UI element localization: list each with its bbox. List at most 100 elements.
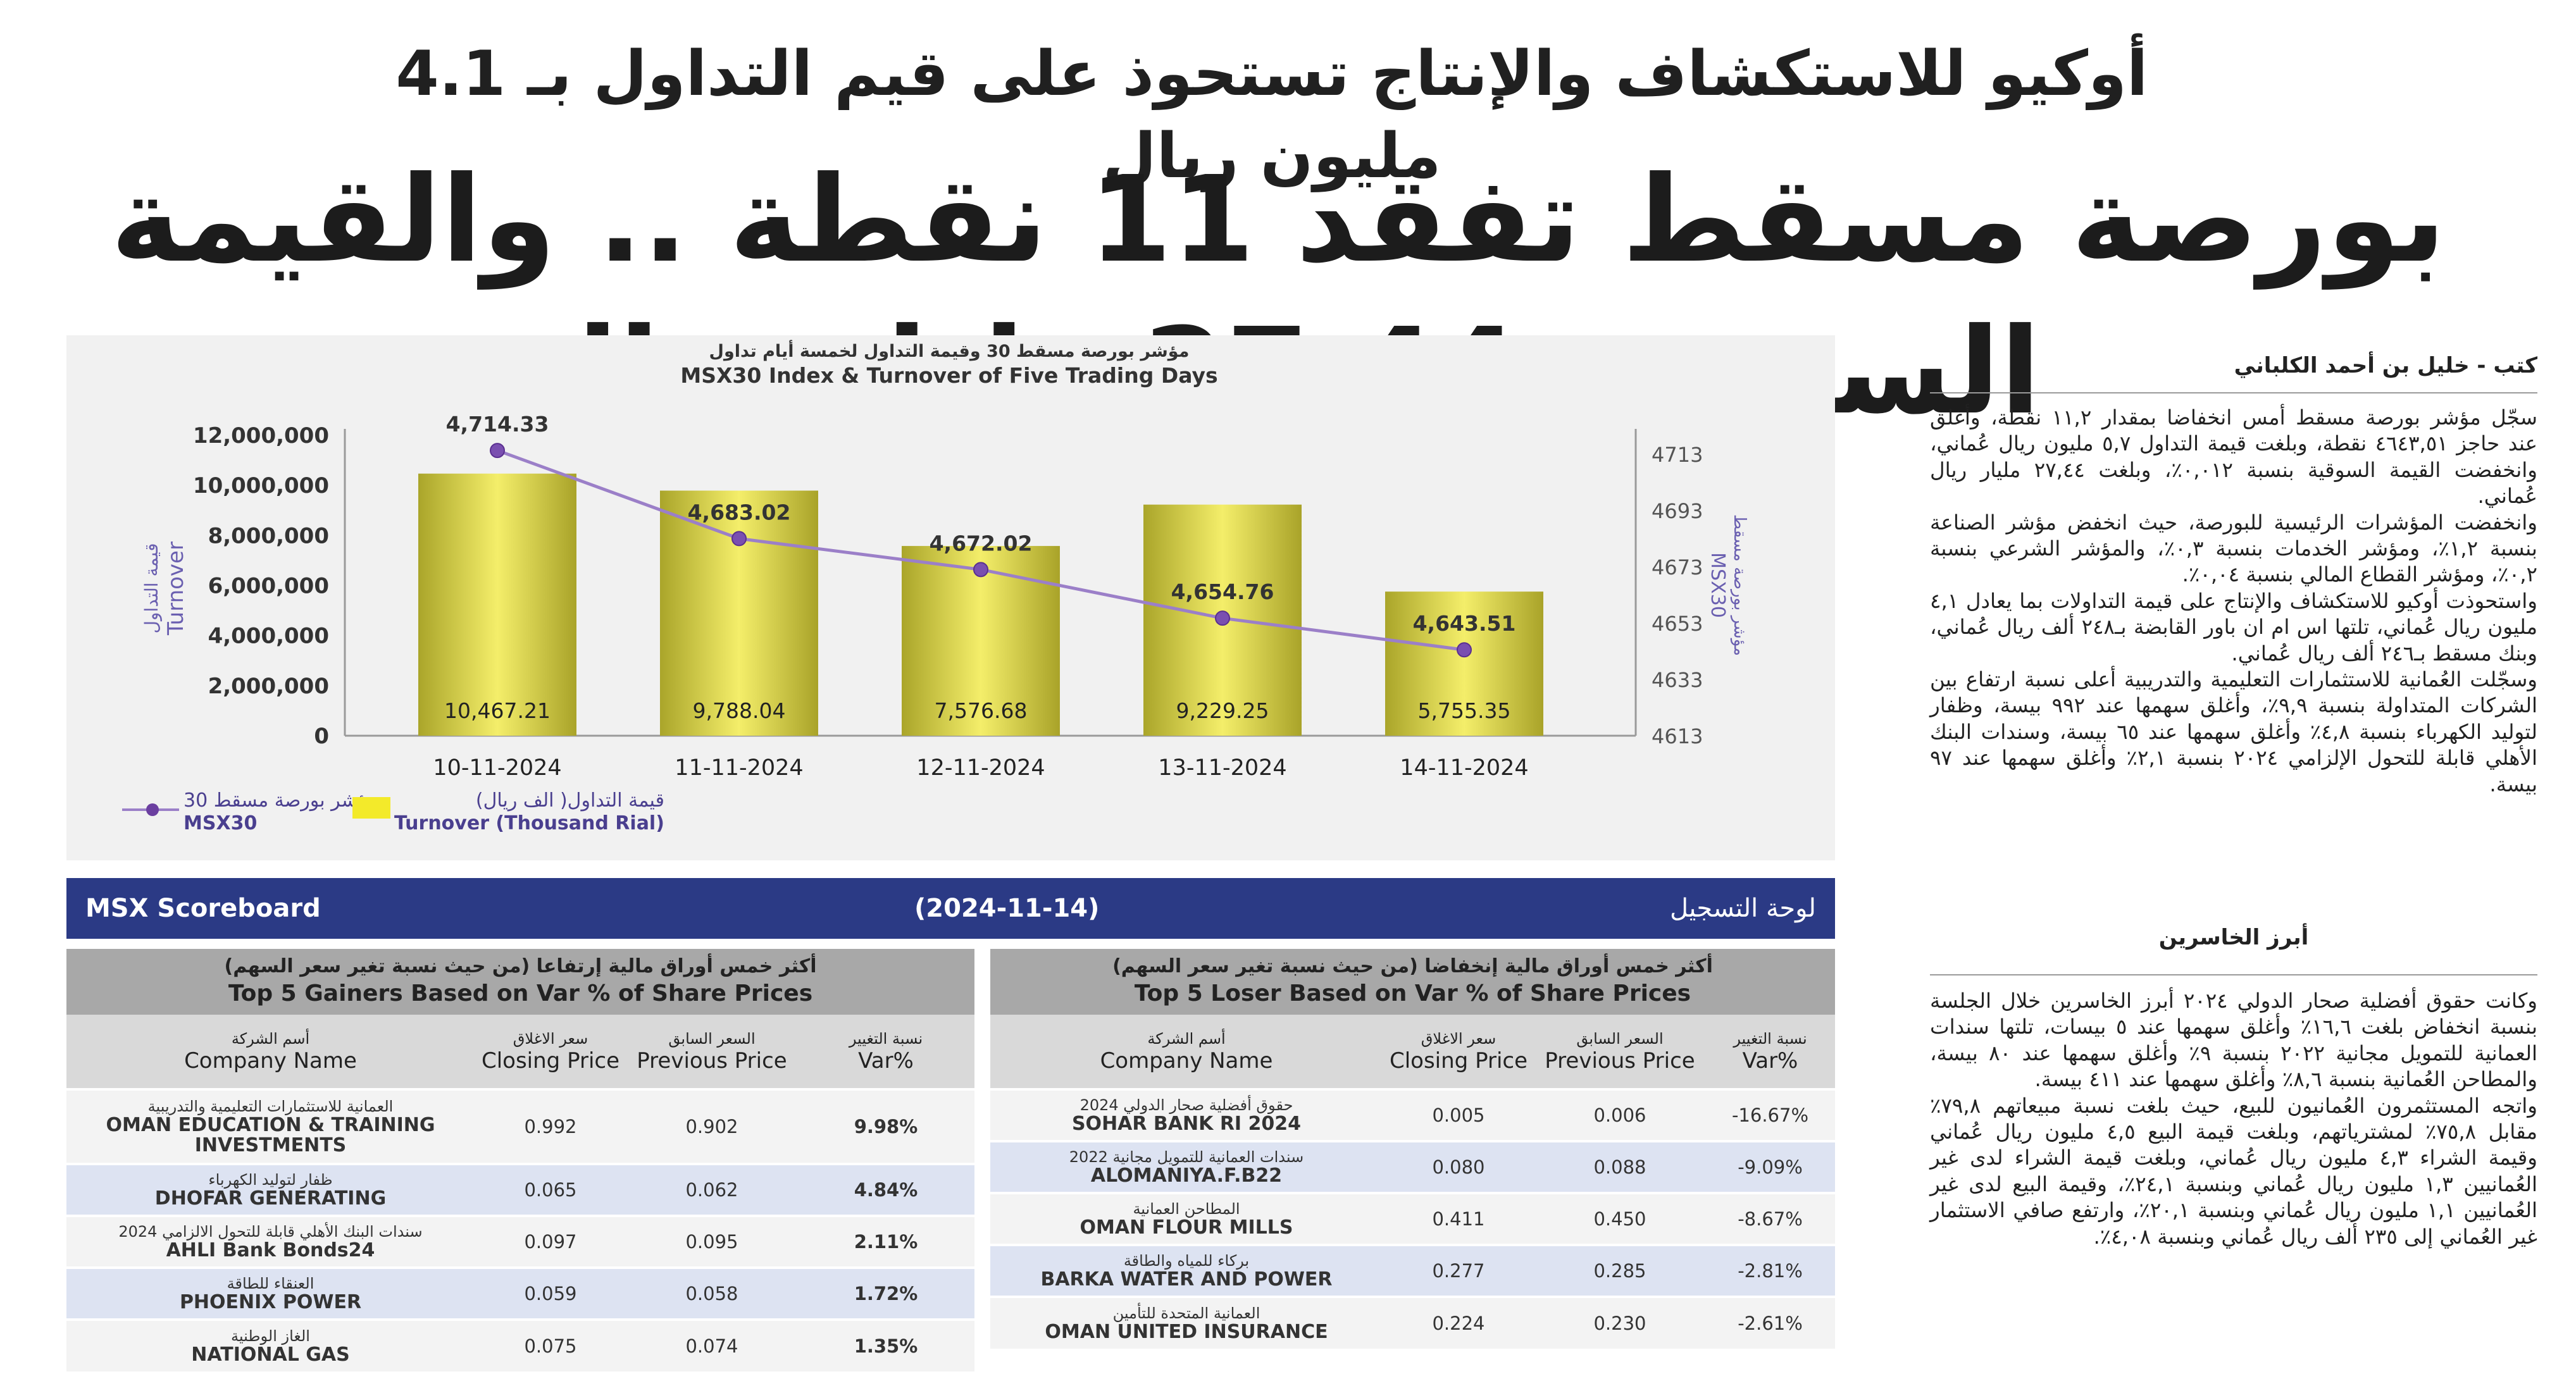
company-name: سندات العمانية للتمويل مجانية 2022 ALOMAN…: [990, 1140, 1383, 1193]
losers-col-company-en: Company Name: [1100, 1048, 1273, 1074]
gainers-col-company: أسم الشركة Company Name: [66, 1015, 475, 1089]
article-paragraph: واستحوذت أوكيو للاستكشاف والإنتاج على قي…: [1930, 588, 2537, 665]
left-axis-label-en: Turnover: [163, 542, 189, 636]
msx30-point: [1215, 610, 1230, 626]
subhead-divider: [1930, 974, 2537, 975]
closing-price: 0.075: [475, 1318, 626, 1371]
company-name: بركاء للمياه والطاقة BARKA WATER AND POWE…: [990, 1244, 1383, 1297]
closing-price: 0.005: [1383, 1088, 1534, 1141]
gainers-col-company-ar: أسم الشركة: [231, 1030, 310, 1048]
article-subhead: أبرز الخاسرين: [2158, 925, 2309, 950]
article-paragraph: واتجه المستثمرون العُمانيون للبيع، حيث ب…: [1930, 1093, 2538, 1249]
company-name: العمانية للاستثمارات التعليمية والتدريبي…: [66, 1088, 475, 1164]
gainers-col-closing-en: Closing Price: [481, 1048, 620, 1074]
left-tick-label: 6,000,000: [208, 574, 329, 599]
right-tick-label: 4653: [1652, 612, 1703, 636]
gainers-title-ar: أكثر خمس أوراق مالية إرتفاعا (من حيث نسب…: [224, 955, 817, 977]
msx30-point: [1457, 642, 1472, 658]
previous-price: 0.058: [626, 1266, 797, 1320]
gainers-col-var-en: Var%: [858, 1048, 914, 1074]
x-tick-label: 12-11-2024: [916, 755, 1045, 781]
previous-price: 0.074: [626, 1318, 797, 1371]
left-tick-label: 10,000,000: [193, 473, 329, 498]
company-name-ar: ظفار لتوليد الكهرباء: [208, 1171, 333, 1189]
company-name-ar: العنقاء للطاقة: [227, 1275, 314, 1292]
turnover-bar-label: 10,467.21: [444, 698, 551, 723]
msx30-point-label: 4,654.76: [1171, 579, 1274, 604]
turnover-bar-label: 5,755.35: [1418, 698, 1511, 723]
var-percent: 1.72%: [797, 1266, 974, 1320]
losers-col-var-ar: نسبة التغيير: [1733, 1030, 1807, 1048]
var-percent: -8.67%: [1705, 1192, 1835, 1245]
company-name-ar: الغاز الوطنية: [231, 1327, 310, 1345]
losers-col-company-ar: أسم الشركة: [1147, 1030, 1226, 1048]
gainers-col-company-en: Company Name: [184, 1048, 357, 1074]
var-percent: 1.35%: [797, 1318, 974, 1371]
right-axis-label-ar: مؤشر بورصة مسقط: [1730, 514, 1749, 656]
var-percent: 9.98%: [797, 1088, 974, 1164]
turnover-bar-label: 9,788.04: [693, 698, 786, 723]
article-body-bottom: وكانت حقوق أفضلية صحار الدولي ٢٠٢٤ أبرز …: [1930, 988, 2537, 1250]
legend-index-ar: مؤشر بورصة مسقط 30: [184, 789, 378, 812]
company-name-ar: سندات البنك الأهلي قابلة للتحول الالزامي…: [118, 1223, 423, 1241]
closing-price: 0.224: [1383, 1296, 1534, 1349]
company-name-en: BARKA WATER AND POWER: [1040, 1268, 1333, 1290]
previous-price: 0.902: [626, 1088, 797, 1164]
table-row: سندات البنك الأهلي قابلة للتحول الالزامي…: [66, 1215, 974, 1268]
table-row: ظفار لتوليد الكهرباء DHOFAR GENERATING 0.…: [66, 1163, 974, 1216]
closing-price: 0.277: [1383, 1244, 1534, 1297]
losers-col-var-en: Var%: [1742, 1048, 1798, 1074]
right-tick-label: 4673: [1652, 555, 1703, 579]
msx30-point: [731, 531, 747, 547]
table-row: العمانية للاستثمارات التعليمية والتدريبي…: [66, 1088, 974, 1164]
gainers-title: أكثر خمس أوراق مالية إرتفاعا (من حيث نسب…: [66, 949, 974, 1015]
article-paragraph: وكانت حقوق أفضلية صحار الدولي ٢٠٢٤ أبرز …: [1930, 989, 2538, 1092]
previous-price: 0.006: [1534, 1088, 1705, 1141]
company-name-ar: المطاحن العمانية: [1133, 1200, 1240, 1218]
company-name-ar: العمانية المتحدة للتأمين: [1112, 1304, 1260, 1322]
turnover-bar: [1385, 591, 1543, 736]
article-paragraph: سجّل مؤشر بورصة مسقط أمس انخفاضا بمقدار …: [1930, 405, 2538, 509]
company-name-en: SOHAR BANK RI 2024: [1071, 1113, 1302, 1135]
company-name-ar: حقوق أفضلية صحار الدولي 2024: [1080, 1096, 1293, 1114]
company-name-en: DHOFAR GENERATING: [154, 1187, 387, 1210]
table-row: الغاز الوطنية NATIONAL GAS 0.075 0.074 1.…: [66, 1318, 974, 1371]
table-row: حقوق أفضلية صحار الدولي 2024 SOHAR BANK R…: [990, 1088, 1835, 1141]
msx30-point-label: 4,672.02: [930, 531, 1033, 555]
table-row: سندات العمانية للتمويل مجانية 2022 ALOMAN…: [990, 1140, 1835, 1193]
company-name-en: OMAN FLOUR MILLS: [1080, 1216, 1293, 1239]
chart-title-ar: مؤشر بورصة مسقط 30 وقيمة التداول لخمسة أ…: [709, 340, 1190, 361]
msx30-point: [973, 562, 988, 578]
company-name-ar: بركاء للمياه والطاقة: [1123, 1252, 1250, 1270]
previous-price: 0.285: [1534, 1244, 1705, 1297]
scoreboard-date: (2024-11-14): [914, 894, 1100, 923]
losers-title-ar: أكثر خمس أوراق مالية إنخفاضا (من حيث نسب…: [1112, 955, 1713, 977]
company-name-ar: العمانية للاستثمارات التعليمية والتدريبي…: [147, 1098, 394, 1115]
left-tick-label: 12,000,000: [193, 423, 329, 449]
gainers-header-row: أسم الشركة Company Name سعر الاغلاق Closin…: [66, 1015, 974, 1089]
left-tick-label: 4,000,000: [208, 624, 329, 649]
losers-table: أسم الشركة Company Name سعر الاغلاق Closin…: [990, 1015, 1835, 1349]
table-row: العمانية المتحدة للتأمين OMAN UNITED INSU…: [990, 1296, 1835, 1349]
losers-col-company: أسم الشركة Company Name: [990, 1015, 1383, 1089]
losers-title-en: Top 5 Loser Based on Var % of Share Pric…: [1134, 981, 1691, 1006]
losers-col-closing-en: Closing Price: [1389, 1048, 1528, 1074]
turnover-bar: [418, 473, 576, 736]
previous-price: 0.095: [626, 1215, 797, 1268]
previous-price: 0.088: [1534, 1140, 1705, 1193]
right-tick-label: 4613: [1652, 724, 1703, 748]
gainers-table: أسم الشركة Company Name سعر الاغلاق Closin…: [66, 1015, 974, 1371]
gainers-col-previous-en: Previous Price: [637, 1048, 787, 1074]
right-axis-label-en: MSX30: [1707, 552, 1729, 618]
msx30-point-label: 4,683.02: [688, 500, 791, 524]
closing-price: 0.059: [475, 1266, 626, 1320]
company-name: ظفار لتوليد الكهرباء DHOFAR GENERATING: [66, 1163, 475, 1216]
x-tick-label: 10-11-2024: [433, 755, 561, 781]
gainers-col-var: نسبة التغيير Var%: [797, 1015, 974, 1089]
article-paragraph: وسجّلت العُمانية للاستثمارات التعليمية و…: [1930, 667, 2537, 796]
closing-price: 0.065: [475, 1163, 626, 1216]
closing-price: 0.992: [475, 1088, 626, 1164]
legend-turnover-swatch: [352, 797, 390, 819]
right-axis-label: مؤشر بورصة مسقط MSX30: [1707, 514, 1749, 656]
chart-title-en: MSX30 Index & Turnover of Five Trading D…: [680, 363, 1217, 388]
